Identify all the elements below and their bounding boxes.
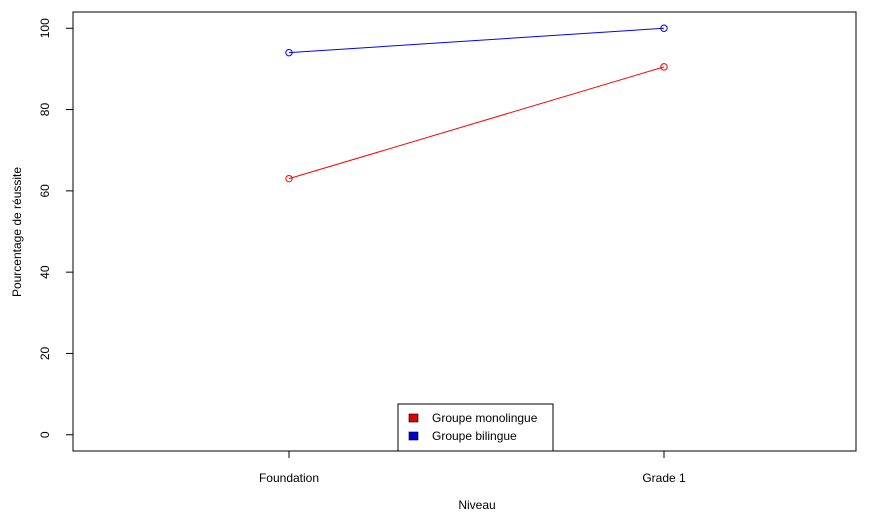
series-1-point-0: [285, 48, 293, 57]
legend-label-bilingue: Groupe bilingue: [432, 429, 517, 443]
plot-frame: [72, 11, 857, 452]
y-tick-label-40: 40: [38, 265, 52, 279]
x-tick-label-0: Foundation: [259, 471, 319, 485]
series-0-point-0: [285, 174, 293, 183]
legend-swatch-monolingue: [408, 413, 419, 423]
x-axis-title: Niveau: [458, 498, 495, 512]
y-axis: 0 20 40 60 80 100: [38, 18, 73, 438]
x-tick-label-1: Grade 1: [642, 471, 686, 485]
x-axis: Foundation Grade 1: [259, 451, 686, 485]
y-tick-label-20: 20: [38, 346, 52, 360]
series-line-1: [288, 27, 665, 54]
y-tick-label-80: 80: [38, 103, 52, 117]
legend: Groupe monolingue Groupe bilingue: [397, 403, 554, 452]
legend-label-monolingue: Groupe monolingue: [432, 411, 538, 425]
legend-box: [397, 403, 554, 452]
series-0-point-1: [660, 63, 668, 71]
legend-swatch-bilingue: [408, 431, 419, 441]
y-tick-label-0: 0: [38, 431, 52, 438]
series-layer: [285, 24, 668, 183]
series-1-point-1: [660, 24, 668, 32]
y-tick-label-100: 100: [38, 18, 52, 38]
y-axis-title: Pourcentage de réussite: [10, 167, 24, 297]
y-tick-label-60: 60: [38, 184, 52, 198]
series-line-0: [288, 66, 665, 180]
